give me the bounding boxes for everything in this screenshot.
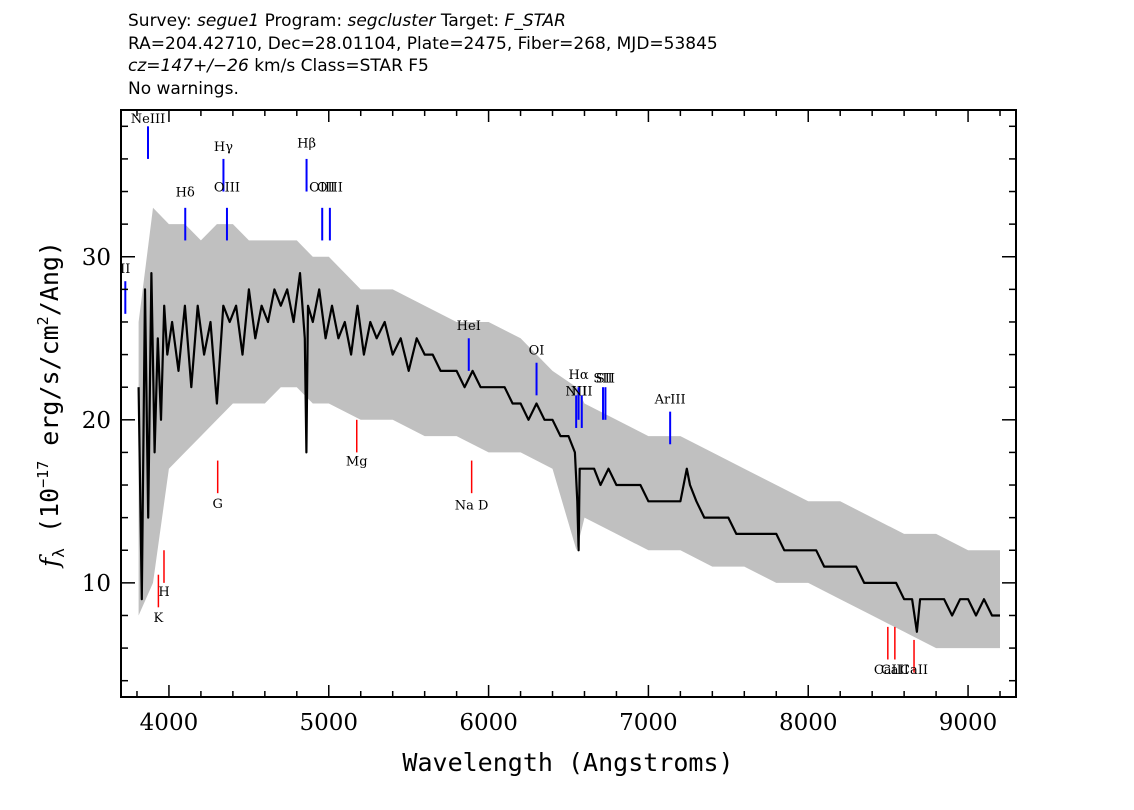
emission-line-label: OI: [529, 344, 545, 359]
y-axis-exp2: 2: [34, 316, 52, 325]
emission-line-label: SII: [593, 371, 612, 386]
y-axis-exp: −17: [34, 461, 52, 488]
absorption-line-label: CaII: [900, 663, 928, 678]
noise-layer: [138, 207, 1001, 649]
header-line-redshift: cz=147+/−26 km/s Class=STAR F5: [128, 55, 718, 78]
header-line-survey: Survey: segue1 Program: segcluster Targe…: [128, 10, 718, 33]
emission-line-label: Hα: [569, 368, 589, 383]
spectrum-header: Survey: segue1 Program: segcluster Targe…: [128, 10, 718, 100]
spectral-lines-layer: NeIIIHδHγOIIIHβOIIIOIIIHeIOINIIHαNIISIIS…: [120, 112, 928, 678]
x-tick-label: 7000: [619, 710, 678, 736]
survey-label: Survey:: [128, 11, 192, 31]
y-axis-symbol-sub: λ: [49, 548, 68, 558]
header-line-coordinates: RA=204.42710, Dec=28.01104, Plate=2475, …: [128, 33, 718, 54]
emission-line-label: Hδ: [176, 185, 195, 200]
emission-line-label: NII: [571, 384, 593, 399]
absorption-line-label: G: [212, 497, 222, 512]
emission-line-label: Hγ: [214, 140, 233, 155]
flux-series-line: [137, 272, 1000, 633]
noise-band: [138, 207, 1001, 649]
absorption-line-label: Na D: [455, 498, 489, 513]
y-axis-unit: erg/s/cm: [35, 325, 64, 460]
plot-frame: [120, 109, 1017, 698]
y-tick-label: 20: [82, 408, 111, 434]
x-tick-label: 9000: [939, 710, 998, 736]
absorption-line-label: Mg: [346, 454, 368, 469]
flux-layer: [137, 272, 1000, 633]
program-label: Program:: [264, 11, 343, 31]
y-tick-label: 30: [82, 245, 111, 271]
emission-line-label: ArIII: [654, 393, 686, 408]
x-tick-label: 5000: [299, 710, 358, 736]
emission-line-label: II: [120, 262, 130, 277]
emission-line-label: SII: [596, 371, 615, 386]
y-axis-title: fλ (10−17 erg/s/cm2/Ang): [34, 241, 68, 569]
emission-line-label: OIII: [214, 181, 240, 196]
class-text: km/s Class=STAR F5: [248, 56, 429, 76]
absorption-line-label: H: [158, 585, 169, 600]
y-axis-tail: /Ang): [35, 241, 64, 316]
emission-line-label: Hβ: [297, 137, 316, 152]
absorption-line-label: CaII: [881, 663, 909, 678]
emission-line-label: OIII: [309, 181, 335, 196]
emission-line-label: NeIII: [131, 112, 165, 127]
x-axis-title: Wavelength (Angstroms): [402, 748, 733, 777]
x-tick-label: 4000: [140, 710, 199, 736]
emission-line-label: HeI: [457, 319, 481, 334]
header-line-warnings: No warnings.: [128, 78, 239, 99]
absorption-line-label: CaII: [874, 663, 902, 678]
ticks-layer: 4000 5000 6000 7000 8000 9000 10 20 30: [82, 110, 1016, 736]
x-tick-label: 8000: [779, 710, 838, 736]
emission-line-label: OIII: [317, 181, 343, 196]
target-value: F_STAR: [504, 11, 566, 31]
y-axis-mid: (10: [35, 488, 64, 548]
absorption-line-label: K: [154, 611, 164, 626]
program-value: segcluster: [347, 11, 436, 31]
y-axis-symbol: f: [35, 554, 64, 569]
x-tick-label: 6000: [459, 710, 518, 736]
survey-value: segue1: [197, 11, 260, 31]
redshift-value: cz=147+/−26: [128, 56, 249, 76]
target-label: Target:: [440, 11, 500, 31]
y-tick-label: 10: [82, 571, 111, 597]
